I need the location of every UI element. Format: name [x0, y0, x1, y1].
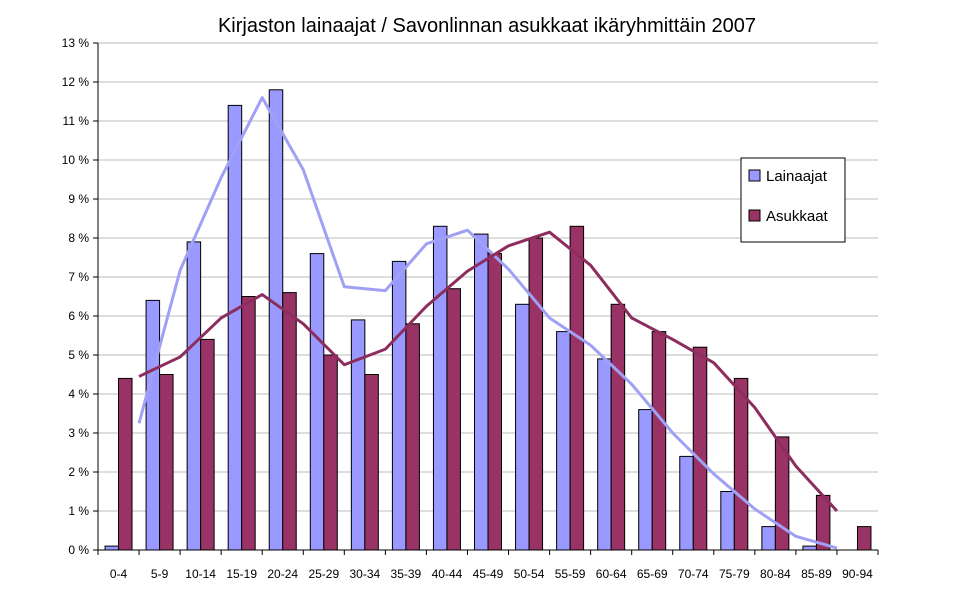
bar-lainaajat-55-59 — [556, 331, 571, 551]
x-tick-label: 45-49 — [473, 567, 504, 581]
bar-lainaajat-40-44 — [432, 225, 448, 551]
trendlines-layer — [137, 96, 839, 550]
axis-layer: 0 % 1 % 2 % 3 % 4 % 5 % 6 % 7 % 8 % 9 % 10 % 11 % 12… — [62, 36, 879, 581]
legend: Lainaajat Asukkaat — [740, 157, 846, 243]
bars-layer — [104, 89, 872, 551]
bar-asukkaat-35-39 — [405, 323, 420, 551]
bar-lainaajat-10-14 — [186, 241, 202, 551]
legend-swatch-asukkaat — [748, 209, 761, 222]
bar-asukkaat-75-79 — [733, 377, 749, 551]
bar-asukkaat-60-64 — [610, 303, 626, 551]
bar-asukkaat-0-4 — [118, 377, 133, 551]
y-tick-label: 8 % — [68, 231, 89, 245]
y-tick-label: 3 % — [68, 426, 89, 440]
bar-asukkaat-55-59 — [569, 225, 585, 551]
bar-lainaajat-20-24 — [268, 89, 284, 551]
bar-lainaajat-75-79 — [720, 491, 735, 551]
bar-lainaajat-15-19 — [227, 104, 243, 551]
x-tick-label: 30-34 — [349, 567, 380, 581]
y-tick-label: 13 % — [62, 36, 90, 50]
y-tick-label: 1 % — [68, 504, 89, 518]
x-tick-label: 10-14 — [185, 567, 216, 581]
bar-asukkaat-30-34 — [364, 374, 379, 551]
bar-asukkaat-50-54 — [528, 237, 544, 551]
x-tick-label: 15-19 — [226, 567, 257, 581]
bar-lainaajat-60-64 — [597, 358, 612, 551]
bar-asukkaat-15-19 — [241, 296, 256, 551]
chart-title: Kirjaston lainaajat / Savonlinnan asukka… — [218, 15, 756, 37]
y-tick-label: 9 % — [68, 192, 89, 206]
y-tick-label: 5 % — [68, 348, 89, 362]
x-tick-label: 85-89 — [801, 567, 832, 581]
bar-asukkaat-5-9 — [159, 374, 174, 551]
bar-asukkaat-90-94 — [856, 526, 872, 551]
y-tick-label: 0 % — [68, 543, 89, 557]
x-tick-label: 55-59 — [555, 567, 586, 581]
x-tick-label: 0-4 — [110, 567, 128, 581]
bar-asukkaat-40-44 — [446, 288, 461, 551]
bar-lainaajat-5-9 — [145, 299, 161, 551]
x-tick-label: 75-79 — [719, 567, 750, 581]
bar-asukkaat-20-24 — [282, 292, 297, 551]
bar-asukkaat-25-29 — [323, 354, 338, 551]
bar-lainaajat-45-49 — [474, 233, 489, 551]
y-tick-label: 4 % — [68, 387, 89, 401]
x-tick-label: 50-54 — [514, 567, 545, 581]
bar-lainaajat-35-39 — [391, 260, 407, 551]
x-tick-label: 80-84 — [760, 567, 791, 581]
x-tick-label: 65-69 — [637, 567, 668, 581]
x-tick-label: 70-74 — [678, 567, 709, 581]
y-tick-label: 12 % — [62, 75, 90, 89]
bar-asukkaat-45-49 — [487, 253, 502, 551]
bar-lainaajat-50-54 — [515, 303, 530, 551]
bar-asukkaat-65-69 — [651, 331, 667, 551]
bar-lainaajat-85-89 — [802, 545, 817, 551]
x-tick-label: 25-29 — [308, 567, 339, 581]
y-tick-label: 2 % — [68, 465, 89, 479]
bar-lainaajat-30-34 — [350, 319, 366, 551]
bar-lainaajat-0-4 — [104, 545, 120, 551]
y-tick-label: 10 % — [62, 153, 90, 167]
legend-label-asukkaat: Asukkaat — [766, 208, 829, 225]
x-tick-label: 35-39 — [391, 567, 422, 581]
trendline-lainaajat — [137, 96, 838, 550]
legend-label-lainaajat: Lainaajat — [766, 168, 828, 185]
legend-swatch-lainaajat — [748, 169, 761, 182]
x-tick-label: 40-44 — [432, 567, 463, 581]
x-tick-label: 20-24 — [267, 567, 298, 581]
x-tick-label: 60-64 — [596, 567, 627, 581]
bar-lainaajat-25-29 — [309, 253, 325, 551]
y-tick-label: 6 % — [68, 309, 89, 323]
bar-asukkaat-10-14 — [200, 338, 215, 551]
trendline-asukkaat — [138, 230, 839, 513]
bar-lainaajat-80-84 — [761, 526, 776, 551]
x-tick-label: 5-9 — [151, 567, 169, 581]
bar-lainaajat-70-74 — [679, 455, 694, 551]
y-tick-label: 11 % — [63, 114, 90, 128]
bar-lainaajat-65-69 — [638, 409, 653, 551]
x-tick-label: 90-94 — [842, 567, 873, 581]
bar-asukkaat-70-74 — [692, 346, 708, 551]
y-tick-label: 7 % — [68, 270, 89, 284]
